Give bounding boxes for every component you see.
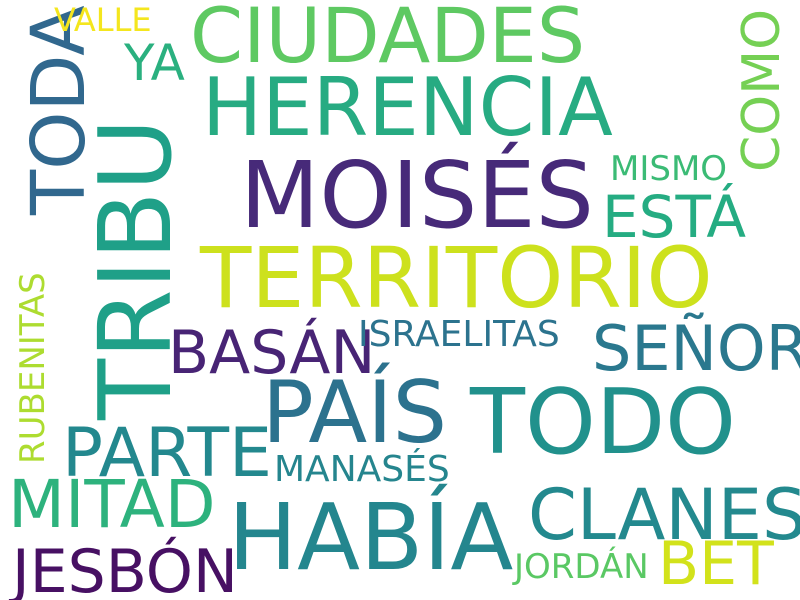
word-esta: ESTÁ [602, 183, 747, 251]
word-senor: SEÑOR [592, 312, 800, 385]
word-bet: BET [658, 529, 774, 599]
word-herencia: HERENCIA [202, 61, 613, 154]
word-habia: HABÍA [228, 484, 514, 591]
word-moises: MOISÉS [240, 142, 594, 249]
word-como: COMO [732, 8, 792, 172]
word-jordan: JORDÁN [514, 547, 649, 587]
word-ya: YA [124, 34, 185, 92]
word-mismo: MISMO [610, 149, 728, 189]
word-ciudades: CIUDADES [190, 0, 586, 80]
word-territorio: TERRITORIO [200, 229, 713, 327]
word-valle: VALLE [54, 1, 152, 39]
word-clanes: CLANES [528, 474, 800, 556]
word-parte: PARTE [62, 414, 272, 493]
word-jesbon: JESBÓN [12, 537, 238, 600]
word-pais: PAÍS [262, 363, 448, 463]
word-rubenitas: RUBENITAS [13, 272, 53, 464]
word-israelitas: ISRAELITAS [358, 314, 560, 355]
word-mitad: MITAD [8, 466, 216, 543]
word-manases: MANASÉS [274, 449, 450, 490]
word-todo: TODO [470, 370, 736, 475]
word-basan: BASÁN [168, 318, 376, 388]
